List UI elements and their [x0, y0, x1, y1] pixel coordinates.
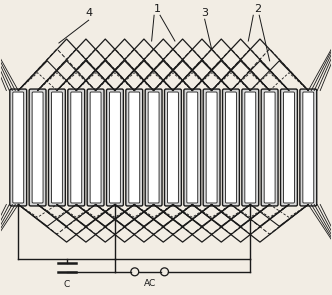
FancyBboxPatch shape [32, 92, 43, 203]
FancyBboxPatch shape [71, 92, 82, 203]
FancyBboxPatch shape [90, 92, 101, 203]
FancyBboxPatch shape [284, 92, 294, 203]
FancyBboxPatch shape [68, 89, 85, 206]
FancyBboxPatch shape [51, 92, 62, 203]
FancyBboxPatch shape [167, 92, 178, 203]
FancyBboxPatch shape [222, 89, 239, 206]
FancyBboxPatch shape [10, 89, 27, 206]
FancyBboxPatch shape [187, 92, 198, 203]
FancyBboxPatch shape [107, 89, 124, 206]
FancyBboxPatch shape [300, 89, 317, 206]
FancyBboxPatch shape [245, 92, 256, 203]
FancyBboxPatch shape [264, 92, 275, 203]
FancyBboxPatch shape [242, 89, 259, 206]
Text: 3: 3 [201, 8, 208, 18]
FancyBboxPatch shape [184, 89, 201, 206]
FancyBboxPatch shape [110, 92, 121, 203]
FancyBboxPatch shape [87, 89, 104, 206]
FancyBboxPatch shape [203, 89, 220, 206]
FancyBboxPatch shape [165, 89, 181, 206]
Text: 4: 4 [85, 8, 92, 18]
FancyBboxPatch shape [148, 92, 159, 203]
FancyBboxPatch shape [29, 89, 46, 206]
FancyBboxPatch shape [48, 89, 65, 206]
FancyBboxPatch shape [281, 89, 297, 206]
Text: C: C [63, 280, 70, 289]
FancyBboxPatch shape [206, 92, 217, 203]
FancyBboxPatch shape [145, 89, 162, 206]
FancyBboxPatch shape [303, 92, 314, 203]
Text: 1: 1 [154, 4, 161, 14]
FancyBboxPatch shape [225, 92, 236, 203]
FancyBboxPatch shape [13, 92, 24, 203]
FancyBboxPatch shape [126, 89, 143, 206]
FancyBboxPatch shape [261, 89, 278, 206]
Text: 2: 2 [254, 4, 261, 14]
Text: AC: AC [143, 279, 156, 288]
FancyBboxPatch shape [129, 92, 140, 203]
